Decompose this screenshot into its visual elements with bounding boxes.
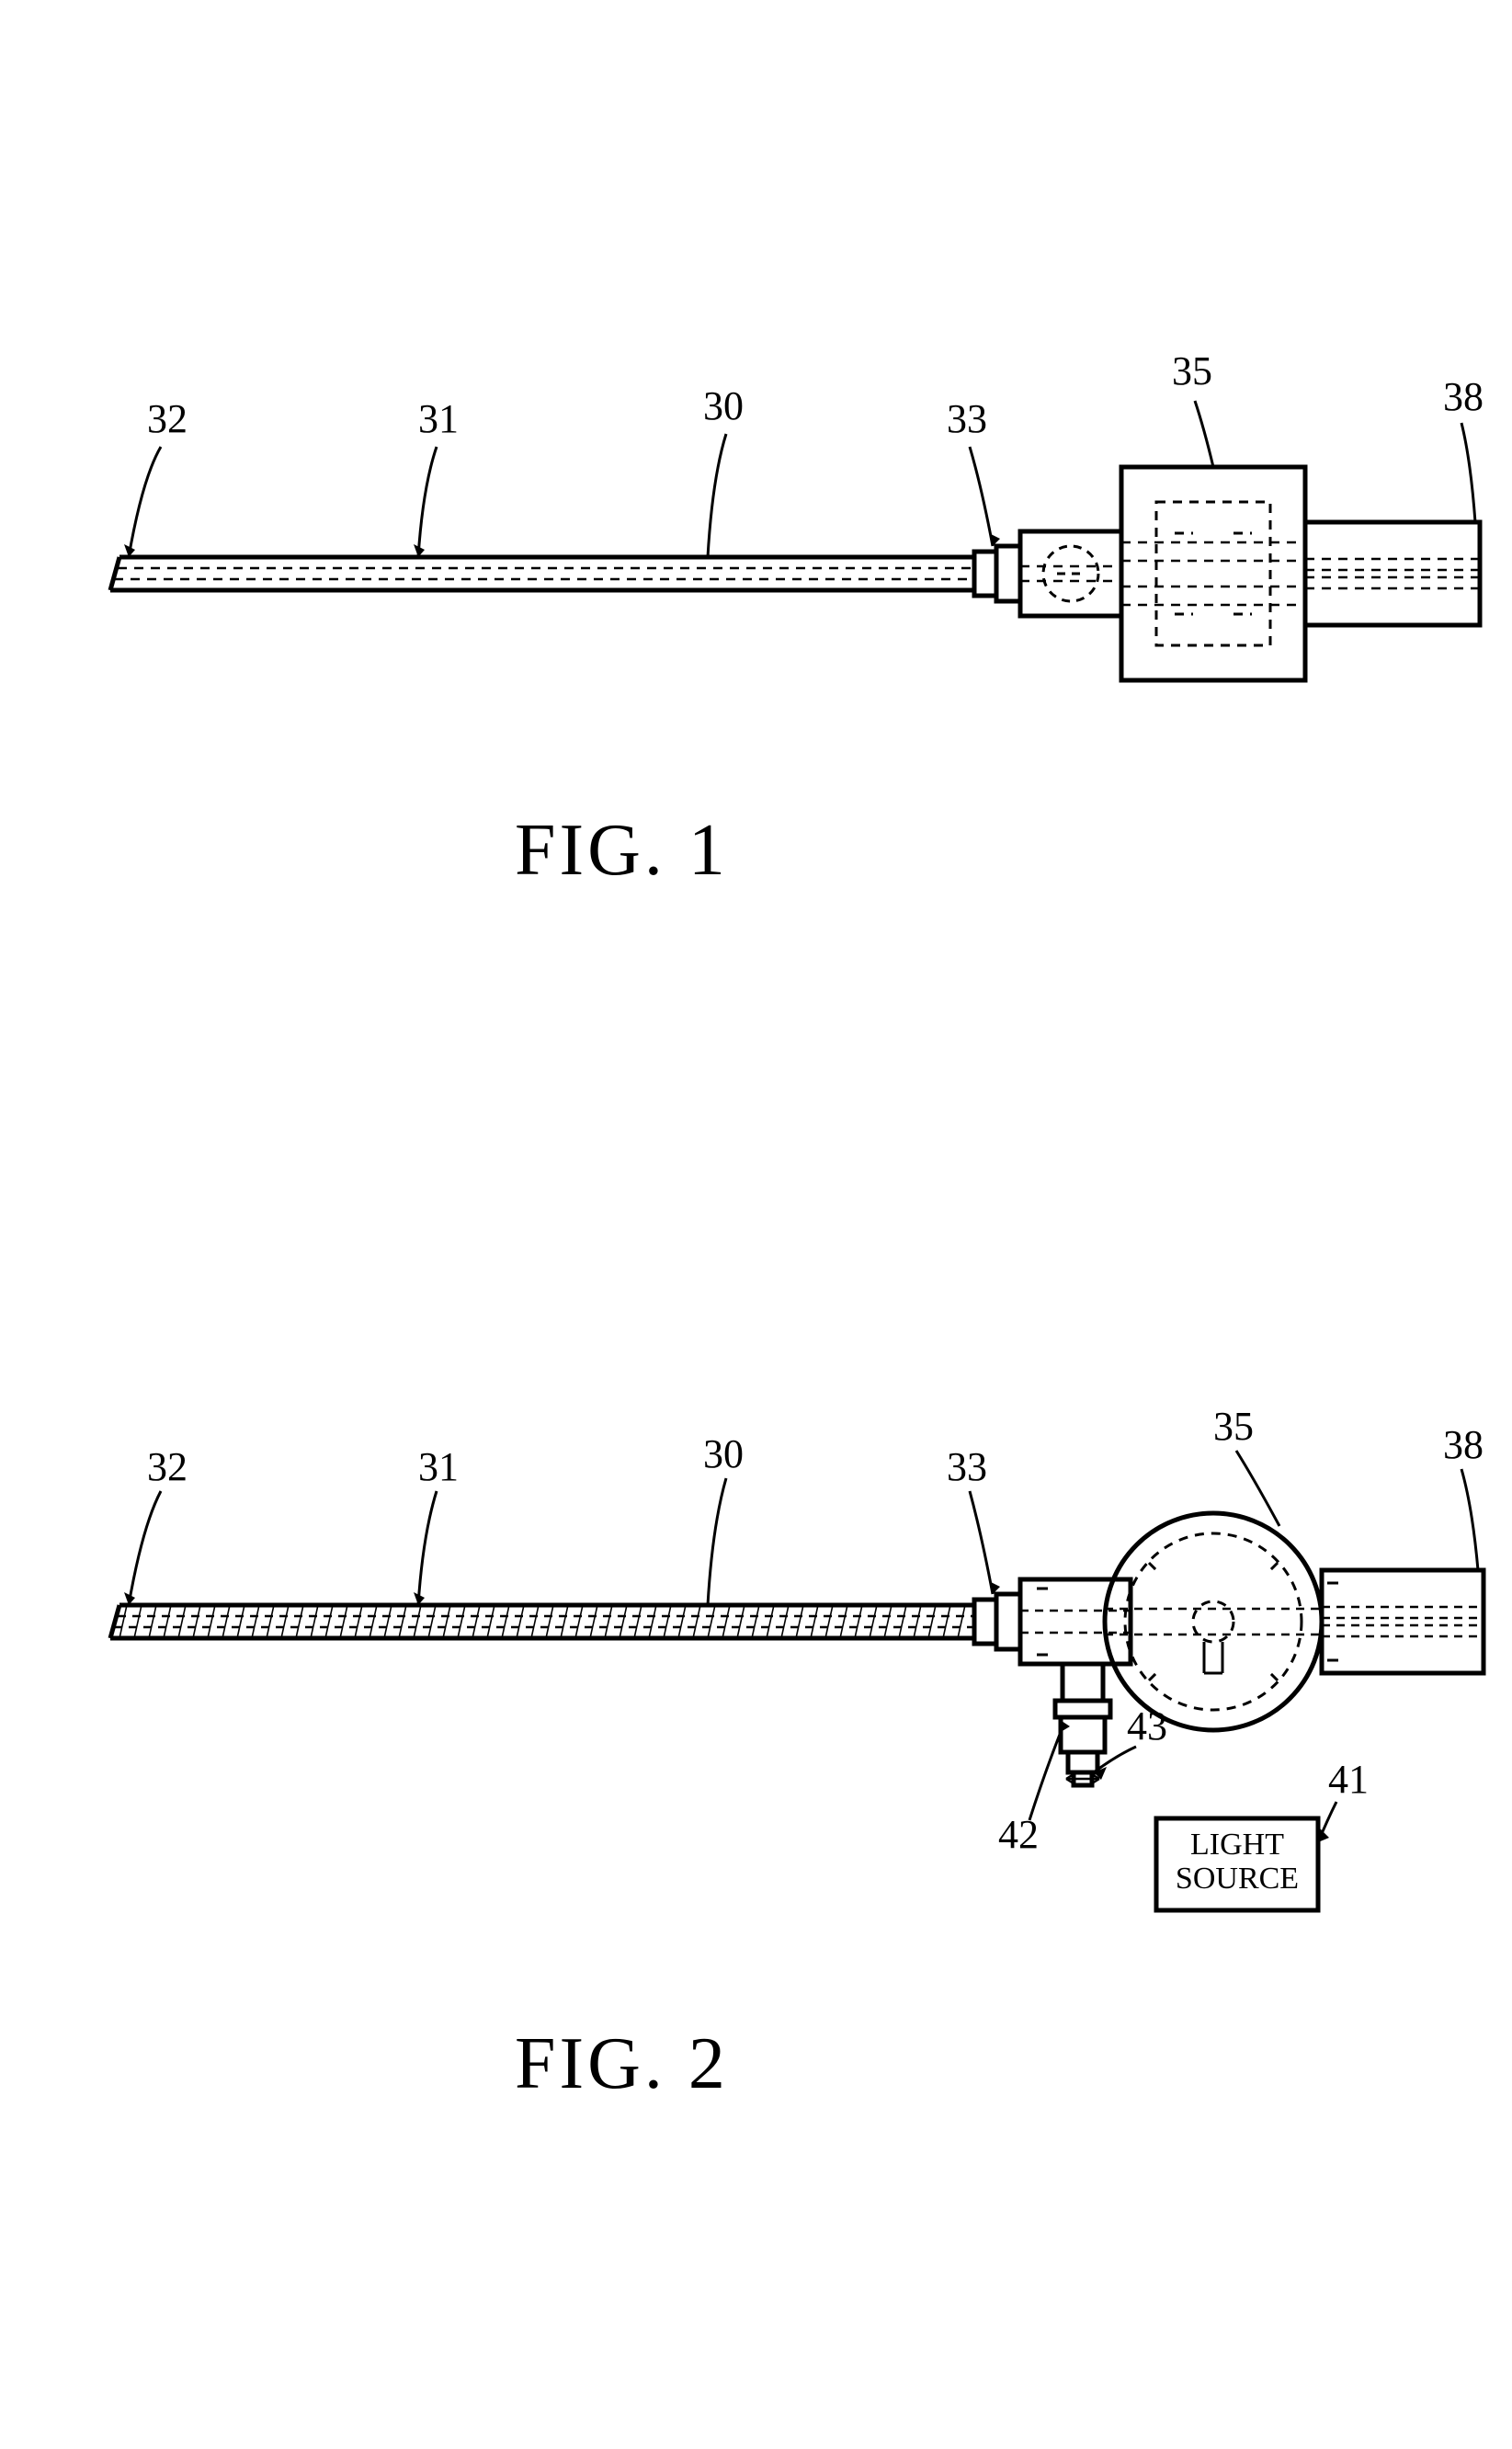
ref-33-f2: 33	[947, 1443, 987, 1490]
leaders	[129, 401, 1475, 557]
body-inner-circle	[1043, 546, 1098, 601]
ref-42: 42	[998, 1811, 1039, 1858]
light-source-line1: LIGHT	[1190, 1828, 1284, 1862]
ref-32: 32	[147, 395, 188, 442]
ref-30-f2: 30	[703, 1430, 744, 1477]
ref-32-f2: 32	[147, 1443, 188, 1490]
focus-wheel-35	[1105, 1513, 1322, 1730]
ref-30: 30	[703, 382, 744, 429]
figure-2-drawing	[0, 1158, 1512, 2261]
light-source-line2: SOURCE	[1176, 1862, 1299, 1896]
shaft-hatching	[119, 1605, 965, 1638]
fig1-caption: FIG. 1	[515, 809, 729, 893]
ref-31-f2: 31	[418, 1443, 459, 1490]
fig2-caption: FIG. 2	[515, 2022, 729, 2106]
leaders-fig2	[129, 1451, 1478, 1842]
shaft-31-fig2	[110, 1605, 974, 1638]
ref-35-f2: 35	[1213, 1403, 1254, 1450]
figure-1-drawing	[0, 110, 1512, 1048]
body-segment	[1020, 531, 1121, 616]
shaft-31	[110, 557, 974, 590]
hub-33	[974, 546, 1020, 601]
ref-31: 31	[418, 395, 459, 442]
ref-33: 33	[947, 395, 987, 442]
ref-38: 38	[1443, 373, 1484, 420]
light-source-text: LIGHT SOURCE	[1165, 1828, 1309, 1897]
shaft-inner-channel	[114, 568, 974, 579]
hub-33-fig2	[974, 1594, 1020, 1649]
ref-43: 43	[1127, 1703, 1167, 1749]
rear-tube-38-fig2	[1322, 1570, 1484, 1673]
ref-41: 41	[1328, 1756, 1369, 1803]
ref-35: 35	[1172, 347, 1212, 394]
cross-block-35	[1121, 467, 1305, 680]
rear-tube-38	[1305, 522, 1480, 625]
ref-38-f2: 38	[1443, 1421, 1484, 1468]
